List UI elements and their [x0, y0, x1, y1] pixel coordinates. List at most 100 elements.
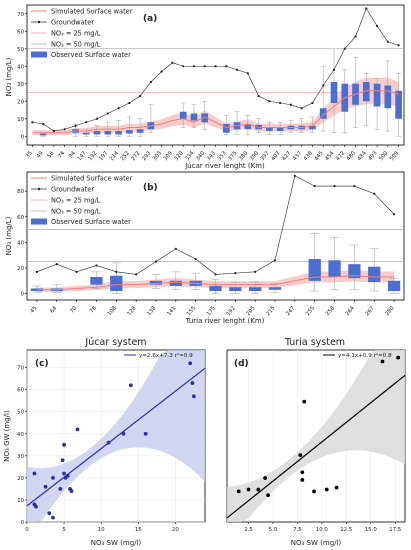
- panel-b-ylabel: NO₃ (mg/L): [5, 216, 13, 255]
- x-tick-label: 56: [46, 150, 55, 160]
- x-tick-label: 397: [260, 150, 271, 162]
- legend-simulated: Simulated Surface water: [51, 8, 133, 16]
- panel-a-ylabel: NO₃ (mg/L): [5, 57, 13, 96]
- groundwater-point: [214, 273, 217, 276]
- panel-a-label: (a): [143, 14, 157, 24]
- x-tick-label: 74: [57, 150, 66, 160]
- scatter-point: [300, 478, 305, 482]
- groundwater-point: [279, 101, 282, 105]
- groundwater-point: [63, 128, 66, 131]
- x-tick-label: 141: [166, 305, 177, 317]
- x-tick-label: 0: [25, 527, 29, 533]
- groundwater-point: [115, 270, 118, 273]
- scatter-point: [334, 485, 339, 490]
- groundwater-point: [174, 247, 177, 250]
- scatter-point: [266, 493, 270, 498]
- groundwater-point: [225, 65, 228, 68]
- scatter-point: [58, 487, 63, 491]
- scatter-point: [69, 489, 74, 494]
- observed-box: [169, 280, 182, 286]
- x-tick-label: 5: [62, 527, 65, 533]
- y-tick-label: 40: [17, 432, 24, 438]
- scatter-point: [300, 470, 305, 475]
- simulated-line: [36, 275, 395, 291]
- observed-box: [276, 127, 284, 131]
- x-tick-label: 500: [378, 150, 390, 162]
- legend-b-observed: Observed Surface water: [51, 218, 131, 226]
- observed-box: [330, 82, 338, 103]
- groundwater-point: [135, 273, 138, 276]
- x-tick-label: 94: [68, 150, 77, 160]
- scatter-point: [324, 487, 329, 492]
- groundwater-point: [373, 192, 376, 195]
- x-tick-label: 309: [163, 150, 175, 162]
- legend-observed: Observed Surface water: [51, 51, 131, 59]
- panel-b-label: (b): [143, 183, 158, 193]
- x-tick-label: 108: [107, 305, 119, 317]
- observed-box: [125, 130, 133, 134]
- groundwater-point: [128, 101, 131, 105]
- x-tick-label: 15: [135, 527, 142, 533]
- panel-c: Júcar system 0 10 20 30 40 50 60 70 0 5 10 15 20 (c…: [3, 337, 206, 547]
- observed-box: [328, 260, 341, 277]
- panel-a-xlabel: Júcar river lenght (Km): [184, 162, 265, 170]
- x-tick-label: 192: [226, 305, 237, 317]
- scatter-point: [298, 453, 303, 458]
- groundwater-point: [55, 263, 58, 266]
- groundwater-point: [343, 47, 346, 50]
- groundwater-point: [289, 103, 292, 106]
- x-tick-label: 205: [246, 305, 257, 317]
- y-tick-label: 60: [17, 388, 24, 394]
- x-tick-label: 175: [206, 305, 217, 317]
- scatter-point: [256, 487, 261, 492]
- x-tick-label: 45: [29, 305, 38, 314]
- x-tick-label: 5.0: [269, 527, 278, 533]
- groundwater-point: [392, 213, 396, 216]
- x-tick-label: 480: [346, 150, 358, 162]
- panel-d-xlabel: NO₃ SW (mg/l): [291, 539, 342, 547]
- observed-box: [244, 124, 252, 130]
- groundwater-point: [203, 65, 206, 68]
- scatter-point: [121, 431, 126, 436]
- groundwater-point: [52, 129, 56, 133]
- groundwater-point: [75, 270, 78, 273]
- panel-d-label: (d): [234, 359, 249, 369]
- x-tick-label: 78: [89, 305, 98, 315]
- legend-b-no3-25: NO₃ = 25 mg/L: [51, 197, 101, 205]
- groundwater-point: [354, 35, 357, 38]
- legend-no3-25: NO₃ = 25 mg/L: [51, 30, 101, 38]
- observed-box: [373, 83, 381, 107]
- x-tick-label: 272: [130, 150, 141, 162]
- x-tick-label: 214: [109, 150, 121, 162]
- simulated-band: [36, 269, 395, 292]
- scatter-point: [380, 359, 385, 364]
- observed-box: [179, 111, 187, 119]
- panel-b-legend: Simulated Surface water Groundwater NO₃ …: [31, 175, 133, 226]
- y-tick-label: 20: [17, 99, 24, 105]
- x-tick-label: 343: [206, 150, 217, 162]
- groundwater-point: [246, 72, 249, 75]
- x-tick-label: 472: [335, 150, 346, 162]
- x-tick-label: 293: [141, 150, 152, 162]
- groundwater-point: [42, 122, 45, 126]
- observed-box: [149, 280, 163, 285]
- legend-b-simulated: Simulated Surface water: [51, 175, 133, 183]
- groundwater-point: [353, 184, 356, 188]
- groundwater-point: [95, 117, 99, 120]
- x-tick-label: 247: [285, 305, 296, 317]
- panel-d: Turia system 2.5 5.0 7.5 10.0 12.5 15.0 17.5 (…: [226, 337, 406, 547]
- groundwater-point: [313, 184, 316, 188]
- observed-box: [387, 280, 401, 292]
- panel-c-title: Júcar system: [84, 337, 146, 348]
- x-tick-label: 17.5: [389, 527, 401, 533]
- x-tick-label: 334: [184, 150, 196, 162]
- x-tick-label: 215: [265, 305, 276, 317]
- observed-box: [209, 285, 222, 292]
- x-tick-label: 35: [25, 150, 34, 159]
- groundwater-point: [85, 121, 88, 124]
- panel-c-ylabel: NO₃ GW (mg/l): [3, 410, 11, 462]
- groundwater-point: [386, 40, 389, 43]
- x-tick-label: 264: [345, 305, 357, 317]
- x-tick-label: 454: [324, 150, 336, 162]
- groundwater-point: [194, 257, 197, 261]
